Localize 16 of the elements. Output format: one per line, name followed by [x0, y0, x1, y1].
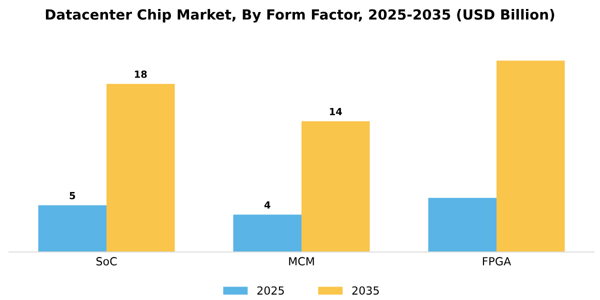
data-label: 5: [70, 192, 76, 200]
chart-title: Datacenter Chip Market, By Form Factor, 2025-2035 (USD Billion): [46, 9, 554, 23]
legend-label: 2025: [257, 286, 284, 295]
bar: [428, 198, 496, 252]
bar: [38, 205, 106, 252]
bar: [302, 121, 370, 252]
x-tick-label: FPGA: [482, 257, 512, 266]
bar: [106, 84, 175, 252]
x-tick-label: SoC: [96, 257, 117, 266]
bar: [233, 214, 302, 252]
data-label: 14: [330, 108, 342, 116]
data-label: 18: [134, 70, 147, 78]
bar: [496, 60, 565, 252]
legend-label: 2035: [352, 286, 379, 295]
x-tick-label: MCM: [289, 257, 314, 266]
data-label: 4: [264, 201, 270, 208]
